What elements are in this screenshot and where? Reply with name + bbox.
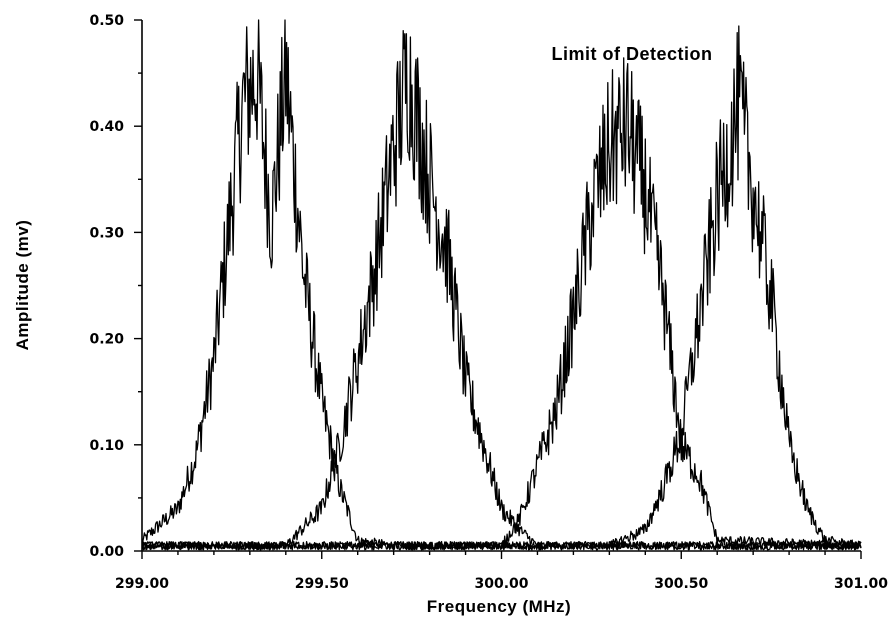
spectrum-trace-4	[141, 25, 862, 551]
y-tick-label: 0.20	[89, 332, 124, 348]
x-tick-label: 300.00	[474, 576, 528, 592]
x-tick-label: 301.00	[834, 576, 888, 592]
y-axis-title: Amplitude (mv)	[13, 220, 32, 351]
tick-labels: 0.00 0.10 0.20 0.30 0.40 0.50 299.00 299.50 300.…	[89, 13, 888, 592]
chart-title: Limit of Detection	[552, 44, 713, 64]
x-tick-label: 299.50	[295, 576, 349, 592]
tick-marks	[134, 19, 862, 559]
x-axis-title: Frequency (MHz)	[427, 597, 571, 616]
x-tick-label: 299.00	[115, 576, 169, 592]
y-tick-label: 0.10	[89, 438, 124, 454]
y-tick-label: 0.50	[89, 13, 124, 29]
x-tick-label: 300.50	[654, 576, 708, 592]
spectrum-traces	[141, 19, 862, 551]
spectrum-trace-3	[141, 57, 862, 551]
y-tick-label: 0.40	[89, 119, 124, 135]
y-tick-label: 0.00	[89, 544, 124, 560]
spectrum-trace-1	[141, 19, 862, 551]
y-tick-label: 0.30	[89, 225, 124, 241]
